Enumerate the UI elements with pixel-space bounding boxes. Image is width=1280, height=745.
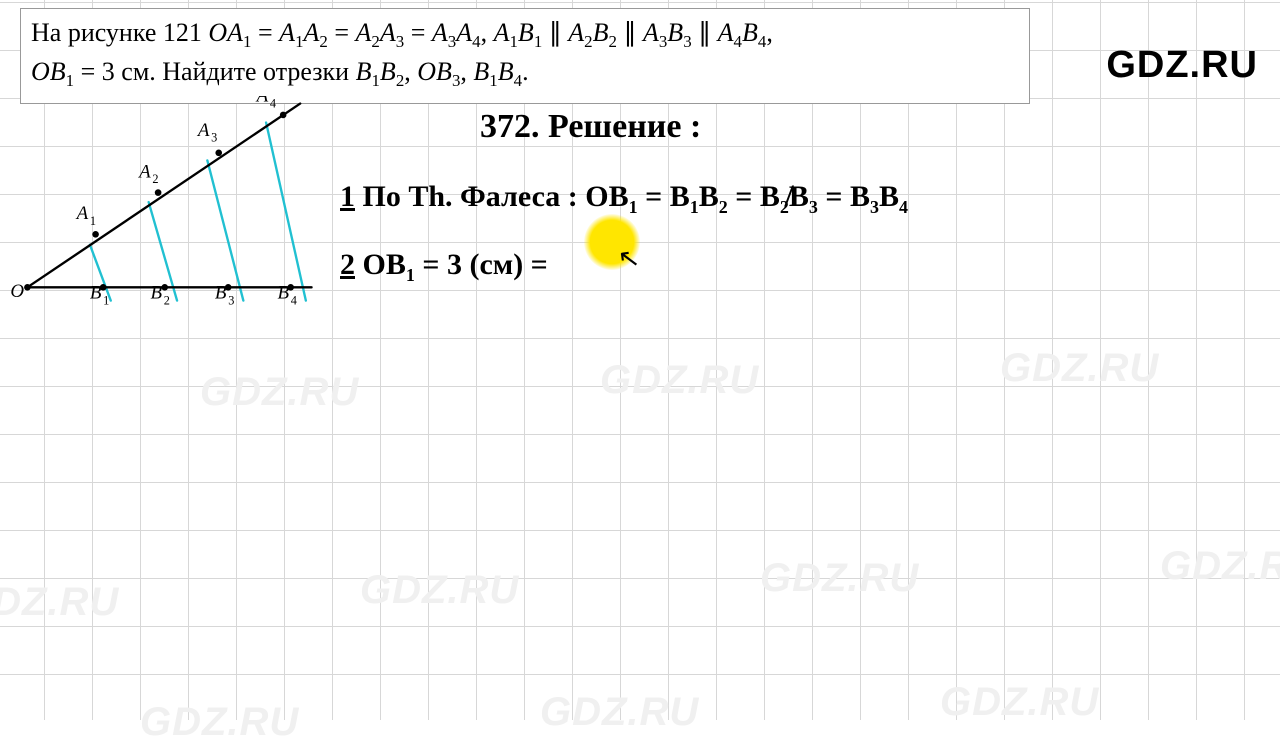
geometry-diagram: OA1A2A3A4B1B2B3B4 xyxy=(0,96,320,311)
watermark: GDZ.RU xyxy=(540,690,699,735)
watermark: GDZ.RU xyxy=(1000,346,1159,391)
watermark: GDZ.RU xyxy=(0,580,119,625)
watermark: GDZ.RU xyxy=(600,358,759,403)
svg-text:B: B xyxy=(90,283,102,304)
svg-text:B: B xyxy=(277,283,289,304)
svg-text:3: 3 xyxy=(228,293,234,307)
svg-text:A: A xyxy=(196,120,210,141)
svg-text:2: 2 xyxy=(164,293,170,307)
problem-statement: На рисунке 121 OA1 = A1A2 = A2A3 = A3A4,… xyxy=(20,8,1030,104)
watermark: GDZ.RU xyxy=(940,680,1099,725)
svg-text:B: B xyxy=(151,283,163,304)
svg-text:4: 4 xyxy=(270,96,276,110)
watermark: GDZ.RU xyxy=(760,556,919,601)
svg-text:2: 2 xyxy=(152,172,158,186)
svg-text:B: B xyxy=(215,283,227,304)
svg-text:O: O xyxy=(10,281,24,302)
svg-text:A: A xyxy=(75,203,89,224)
svg-text:4: 4 xyxy=(291,293,297,307)
site-logo: GDZ.RU xyxy=(1106,44,1258,87)
page-root: GDZ.RU GDZ.RU GDZ.RU GDZ.RU GDZ.RU GDZ.RU GDZ.… xyxy=(0,0,1280,720)
cursor-icon: ↖ xyxy=(616,243,642,276)
watermark: GDZ.RU xyxy=(140,700,299,745)
problem-line-1: На рисунке 121 OA1 = A1A2 = A2A3 = A3A4,… xyxy=(31,15,1019,54)
svg-text:3: 3 xyxy=(211,130,217,144)
svg-text:A: A xyxy=(137,161,151,182)
problem-line-2: OB1 = 3 см. Найдите отрезки B1B2, OB3, B… xyxy=(31,54,1019,93)
handwritten-line-step2: 2 OB1 = 3 (см) = xyxy=(340,248,548,286)
watermark: GDZ.RU xyxy=(360,568,519,613)
svg-text:1: 1 xyxy=(103,293,109,307)
handwritten-line-title: 372. Решение : xyxy=(480,108,701,146)
svg-text:1: 1 xyxy=(90,214,96,228)
watermark: GDZ.RU xyxy=(200,370,359,415)
watermark: GDZ.RU xyxy=(1160,544,1280,589)
svg-text:A: A xyxy=(255,96,269,107)
handwritten-line-step1: 1 По Th. Фалеса : OB1 = B1B2 = B2̸B3 = B… xyxy=(340,180,908,218)
